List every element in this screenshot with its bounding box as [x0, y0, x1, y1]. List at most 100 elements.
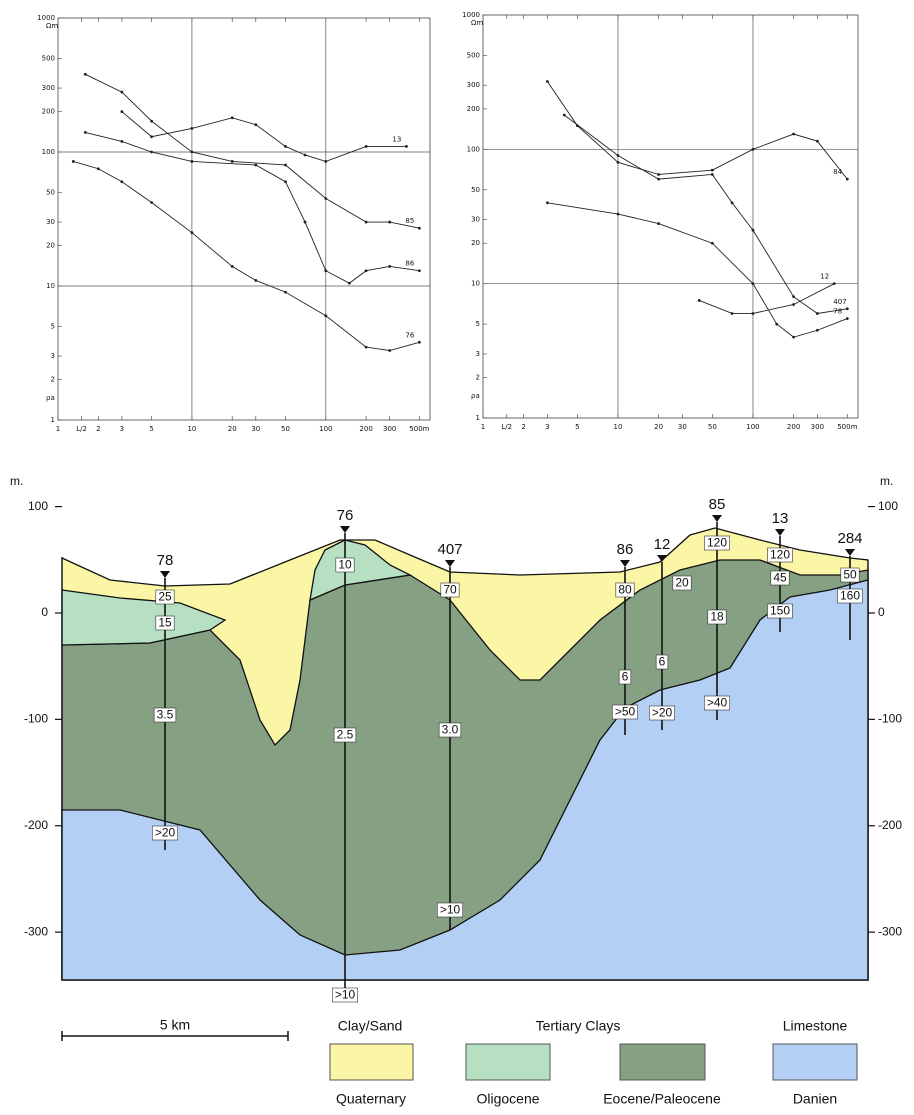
data-point [815, 328, 819, 332]
label-box [704, 535, 730, 551]
curve-label: 84 [833, 168, 842, 176]
y-tick-label: 200 [467, 105, 480, 113]
borehole-marker [775, 529, 785, 536]
data-point [364, 220, 368, 224]
sounding-curve [85, 73, 420, 229]
borehole-marker [712, 515, 722, 522]
borehole-marker [445, 560, 455, 567]
data-point [120, 180, 124, 184]
y-tick-label: -200 [878, 818, 902, 832]
borehole-marker [160, 571, 170, 578]
data-point [417, 269, 421, 273]
resistivity-label: 160 [840, 589, 860, 603]
resistivity-label: >40 [707, 696, 728, 710]
data-point [150, 119, 153, 123]
x-tick-label: 500m [409, 425, 429, 433]
data-point [303, 153, 307, 157]
label-box [655, 654, 669, 670]
data-point [284, 145, 287, 148]
x-tick-label: 300 [811, 423, 824, 431]
data-point [83, 131, 87, 134]
y-tick-label: 0 [41, 605, 48, 619]
data-point [120, 139, 124, 143]
data-point [792, 295, 795, 299]
resistivity-label: 20 [675, 576, 689, 590]
data-point [657, 173, 661, 176]
data-point [120, 90, 124, 94]
borehole-marker [845, 549, 855, 556]
data-point [230, 160, 234, 163]
data-point [150, 135, 153, 139]
resistivity-label: >20 [652, 706, 673, 720]
data-point [845, 307, 849, 311]
x-tick-label: 50 [281, 425, 290, 433]
label-box [707, 609, 727, 625]
resistivity-label: 25 [158, 590, 172, 604]
data-point [775, 322, 779, 326]
data-point [751, 147, 755, 151]
data-point [324, 197, 328, 200]
data-point [546, 80, 549, 83]
x-tick-label: 500m [837, 423, 857, 431]
data-point [364, 269, 368, 273]
resistivity-label: 120 [770, 548, 790, 562]
data-point [657, 222, 661, 225]
x-tick-label: L/2 [501, 423, 512, 431]
label-box [333, 727, 357, 743]
resistivity-label: 6 [659, 655, 666, 669]
x-tick-label: 50 [708, 423, 717, 431]
y-tick-label: 2 [476, 374, 480, 382]
sounding-curve [699, 283, 835, 314]
legend-label: Oligocene [476, 1091, 539, 1107]
y-tick-label: 0 [878, 605, 885, 619]
data-point [388, 349, 392, 352]
data-point [815, 312, 819, 315]
data-point [417, 226, 421, 230]
data-point [284, 163, 287, 167]
label-box [155, 589, 175, 605]
resistivity-label: 80 [618, 583, 632, 597]
label-box [704, 695, 730, 711]
y-tick-label: 3 [51, 352, 55, 360]
data-point [190, 160, 194, 163]
y-tick-label: 200 [42, 108, 55, 116]
resistivity-label: 6 [622, 670, 629, 684]
data-point [710, 173, 714, 176]
label-box [155, 615, 175, 631]
curve-label: 86 [405, 260, 414, 268]
x-tick-label: 2 [96, 425, 100, 433]
resistivity-label: 10 [338, 558, 352, 572]
oligocene-layer [61, 589, 227, 646]
x-tick-label: 20 [228, 425, 237, 433]
data-point [96, 167, 100, 171]
label-box [332, 987, 358, 1003]
data-point [190, 231, 194, 235]
legend-label: Eocene/Paleocene [603, 1091, 721, 1107]
data-point [546, 201, 549, 205]
x-tick-label: 3 [120, 425, 124, 433]
x-tick-label: 20 [654, 423, 663, 431]
data-point [347, 281, 351, 285]
y-tick-label: 500 [467, 51, 480, 59]
y-tick-label: 1000 [462, 11, 480, 19]
y-axis-label: m. [10, 474, 23, 488]
label-box [649, 705, 675, 721]
borehole-marker [620, 560, 630, 567]
section-frame [61, 557, 869, 981]
resistivity-label: 3.5 [157, 708, 174, 722]
resistivity-label: >50 [615, 705, 636, 719]
data-point [254, 163, 258, 167]
legend-swatch [772, 1043, 858, 1081]
x-tick-label: 1 [481, 423, 485, 431]
resistivity-label: 2.5 [337, 728, 354, 742]
borehole-label: 85 [709, 496, 726, 513]
data-point [364, 345, 368, 349]
data-point [845, 317, 849, 320]
y-tick-label: -300 [24, 924, 48, 938]
data-point [83, 72, 87, 76]
chart-frame [57, 17, 431, 421]
x-tick-label: 5 [575, 423, 579, 431]
label-box [437, 902, 463, 918]
legend-label: Danien [793, 1091, 837, 1107]
danien-layer [61, 579, 869, 981]
